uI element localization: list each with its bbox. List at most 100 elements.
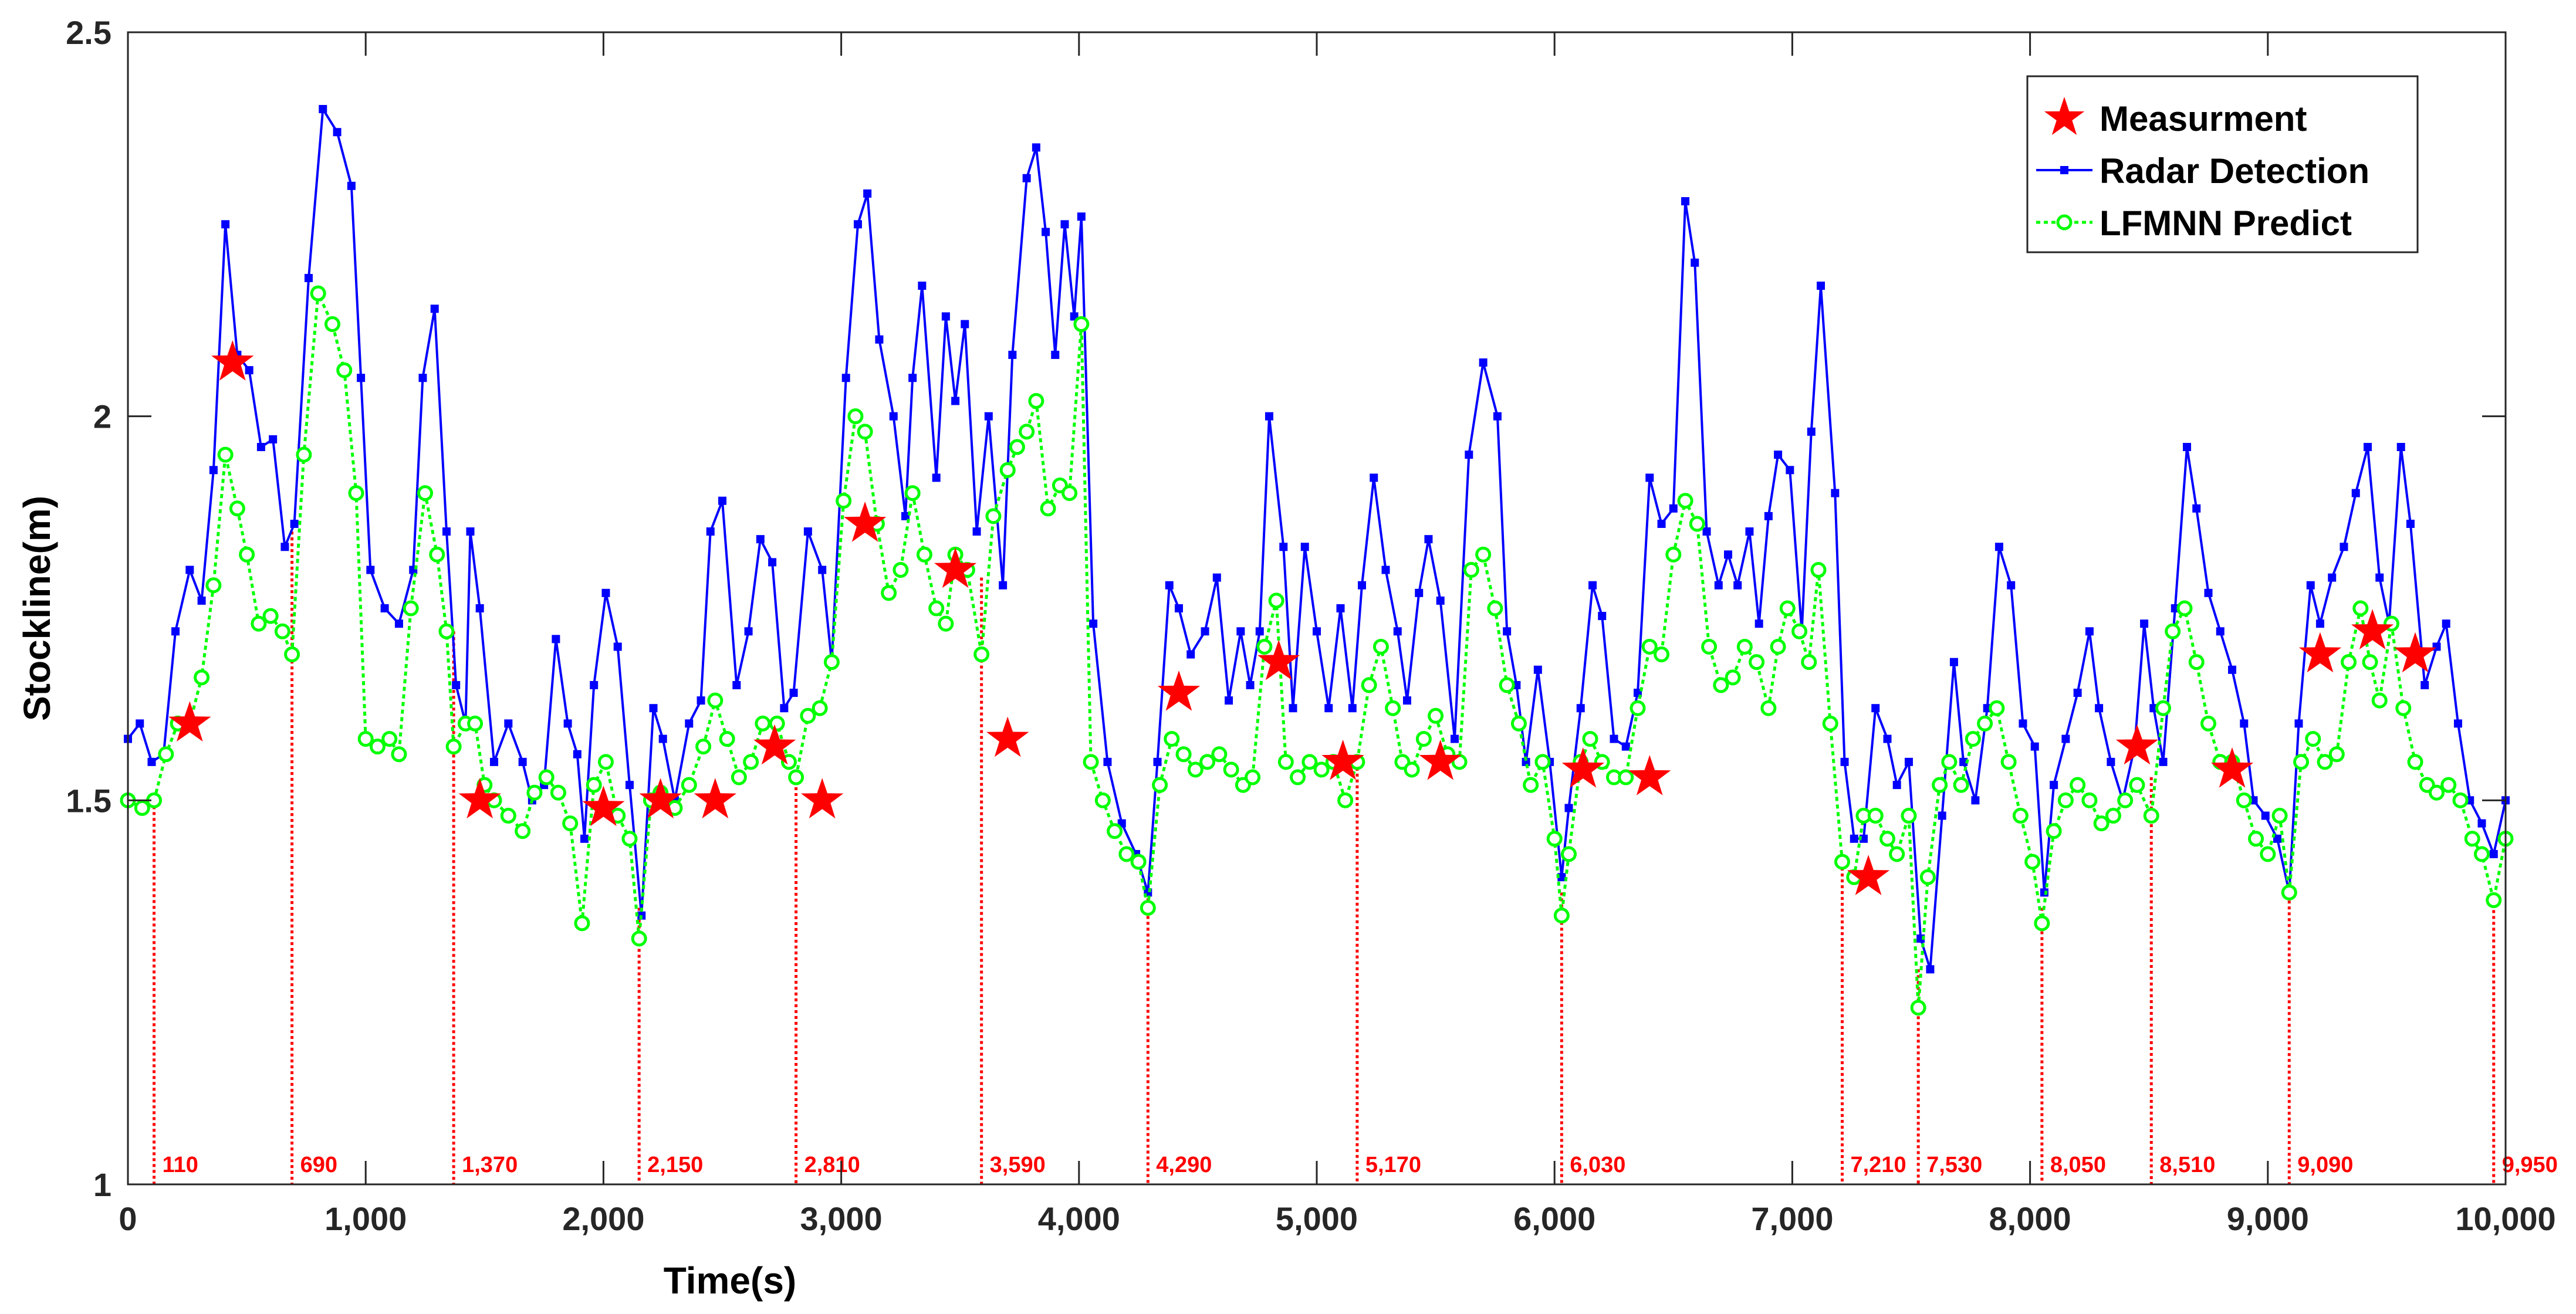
lfmnn-predict-point — [1965, 731, 1981, 747]
lfmnn-predict-point — [1630, 700, 1646, 716]
lfmnn-predict-point — [1834, 854, 1850, 870]
x-tick-label: 5,000 — [1276, 1200, 1358, 1237]
lfmnn-predict-point — [1140, 900, 1156, 916]
radar-detection-point — [908, 374, 917, 382]
vertical-marker-label: 9,950 — [2502, 1153, 2558, 1177]
lfmnn-predict-point — [445, 739, 462, 755]
lfmnn-predict-point — [1561, 846, 1577, 862]
radar-detection-point — [2061, 734, 2070, 743]
radar-detection-point — [1300, 543, 1309, 551]
lfmnn-predict-point — [574, 915, 590, 932]
radar-detection-point — [1153, 757, 1162, 766]
radar-detection-point — [853, 220, 862, 229]
radar-detection-point — [490, 757, 499, 766]
lfmnn-predict-point — [1641, 638, 1658, 655]
lfmnn-predict-point — [1779, 600, 1796, 617]
radar-detection-point — [185, 565, 194, 574]
radar-detection-point — [1840, 757, 1849, 766]
radar-detection-point — [1850, 834, 1858, 843]
radar-detection-point — [2453, 719, 2462, 728]
radar-detection-point — [1008, 350, 1017, 359]
radar-detection-point — [1723, 550, 1732, 559]
radar-detection-point — [803, 527, 812, 536]
lfmnn-predict-point — [2452, 792, 2469, 808]
lfmnn-predict-point — [324, 316, 340, 333]
lfmnn-predict-point — [205, 577, 222, 594]
radar-detection-point — [1621, 742, 1630, 751]
radar-detection-point — [1807, 427, 1816, 436]
vertical-marker-label: 9,090 — [2297, 1153, 2353, 1177]
radar-detection-point — [590, 680, 599, 689]
measurement-star — [1257, 639, 1300, 680]
lfmnn-predict-point — [1428, 707, 1444, 724]
radar-detection-point — [1959, 757, 1968, 766]
radar-detection-point — [1415, 588, 1424, 597]
lfmnn-predict-point — [1083, 754, 1099, 770]
radar-detection-point — [2340, 543, 2348, 551]
radar-detection-point — [2073, 689, 2082, 697]
lfmnn-predict-point — [1822, 715, 1838, 731]
lfmnn-predict-point — [1211, 746, 1228, 763]
lfmnn-predict-point — [1475, 546, 1492, 563]
radar-detection-point — [875, 335, 884, 344]
radar-detection-point — [1503, 627, 1512, 636]
measurement-star — [986, 716, 1029, 757]
measurement-star — [458, 778, 501, 819]
radar-detection-point — [563, 719, 572, 728]
radar-detection-point — [2442, 619, 2450, 628]
lfmnn-predict-point — [1187, 761, 1204, 778]
radar-detection-point — [304, 273, 313, 282]
radar-detection-point — [2140, 619, 2149, 628]
radar-detection-point — [1077, 212, 1086, 221]
radar-detection-point — [1557, 873, 1566, 882]
lfmnn-predict-point — [2200, 715, 2216, 731]
radar-detection-point — [1381, 565, 1390, 574]
radar-detection-point — [1212, 573, 1221, 582]
lfmnn-predict-point — [239, 546, 255, 563]
radar-detection-point — [1174, 604, 1183, 612]
lfmnn-predict-point — [1553, 907, 1570, 924]
radar-detection-point — [2192, 504, 2201, 513]
radar-detection-point — [1754, 619, 1763, 628]
lfmnn-predict-point — [1009, 439, 1025, 455]
lfmnn-predict-point — [2165, 623, 2181, 639]
lfmnn-predict-point — [2143, 808, 2159, 824]
radar-detection-point — [1681, 197, 1690, 206]
radar-detection-point — [1370, 473, 1378, 482]
radar-detection-point — [951, 397, 960, 405]
radar-detection-point — [1165, 581, 1174, 590]
y-tick-label: 1 — [93, 1166, 111, 1203]
legend-radar-symbol — [2036, 166, 2092, 174]
lfmnn-predict-point — [2070, 777, 2086, 793]
lfmnn-predict-point — [2341, 654, 2357, 670]
legend-box — [2026, 75, 2419, 253]
measurement-star — [934, 547, 977, 588]
radar-detection-point — [2030, 742, 2039, 751]
measurement-star — [1419, 739, 1462, 780]
vertical-marker-label: 3,590 — [990, 1153, 1046, 1177]
lfmnn-predict-point — [1977, 715, 1993, 731]
vertical-marker-label: 2,150 — [647, 1153, 703, 1177]
radar-detection-point — [2019, 719, 2027, 728]
radar-detection-point — [573, 750, 582, 758]
radar-detection-point — [366, 565, 375, 574]
radar-detection-point — [2363, 443, 2372, 452]
lfmnn-predict-point — [2352, 600, 2369, 617]
lfmnn-predict-point — [381, 731, 398, 747]
radar-detection-point — [1451, 734, 1459, 743]
measurement-star — [801, 778, 844, 819]
radar-detection-point — [357, 374, 366, 382]
lfmnn-predict-point — [1223, 761, 1239, 778]
radar-detection-point — [2273, 834, 2282, 843]
radar-detection-point — [1588, 581, 1597, 590]
lfmnn-predict-point — [695, 739, 712, 755]
vertical-marker-label: 1,370 — [462, 1153, 518, 1177]
radar-detection-point — [1938, 811, 1946, 820]
lfmnn-predict-point — [1665, 546, 1682, 563]
lfmnn-predict-point — [2428, 784, 2445, 801]
radar-detection-point — [2315, 619, 2324, 628]
lfmnn-predict-point — [631, 930, 647, 947]
lfmnn-predict-point — [1028, 392, 1044, 409]
radar-detection-point — [1051, 350, 1060, 359]
lfmnn-predict-point — [1689, 516, 1705, 532]
